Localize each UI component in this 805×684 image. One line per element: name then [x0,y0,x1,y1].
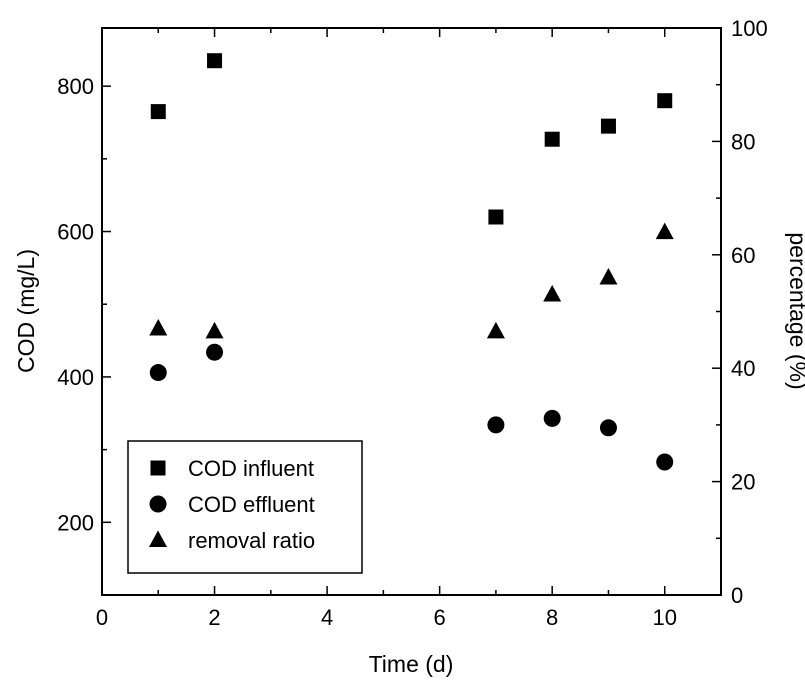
right-axis-title: percentage (%) [785,232,805,389]
cod-influent-point [488,209,504,225]
x-tick-label: 0 [96,605,108,630]
right-tick-label: 80 [731,129,755,154]
removal-ratio-point [655,222,674,240]
x-tick-label: 8 [546,605,558,630]
removal-ratio-point [486,321,505,339]
left-axis-ticks: 200 400 600 800 [57,74,111,535]
cod-effluent-point [543,409,561,427]
removal-ratio-point [599,267,618,285]
right-tick-label: 40 [731,356,755,381]
legend-box [127,440,363,574]
cod-influent-point [657,93,673,109]
cod-effluent-point [149,364,167,382]
x-tick-label: 6 [434,605,446,630]
legend-marker [149,495,167,513]
legend-label: COD influent [188,456,314,481]
data-points [149,53,674,471]
removal-ratio-point [149,319,168,336]
legend: COD influent COD effluent removal ratio [127,440,363,574]
legend-marker [149,530,167,547]
x-axis-ticks: 0 2 4 6 8 10 [96,28,722,630]
cod-influent-point [600,118,616,134]
right-tick-label: 20 [731,470,755,495]
left-tick-label: 800 [57,74,94,99]
cod-effluent-point [599,419,617,437]
cod-influent-point [544,131,560,147]
x-tick-label: 2 [208,605,220,630]
x-tick-label: 4 [321,605,333,630]
right-axis-ticks: 0 20 40 60 80 100 [712,16,768,608]
removal-ratio-point [205,321,224,339]
x-axis-title: Time (d) [369,651,454,677]
x-tick-label: 10 [652,605,676,630]
right-tick-label: 60 [731,243,755,268]
cod-effluent-point [487,416,505,434]
right-tick-label: 100 [731,16,768,41]
left-tick-label: 400 [57,365,94,390]
left-tick-label: 600 [57,220,94,245]
cod-influent-point [207,53,223,69]
left-tick-label: 200 [57,510,94,535]
legend-marker [150,460,166,476]
cod-effluent-point [656,453,674,471]
legend-label: removal ratio [188,528,315,553]
left-axis-title: COD (mg/L) [13,249,39,373]
cod-effluent-point [206,343,224,361]
legend-label: COD effluent [188,492,315,517]
cod-influent-point [150,104,166,120]
right-tick-label: 0 [731,583,743,608]
removal-ratio-point [543,284,562,302]
